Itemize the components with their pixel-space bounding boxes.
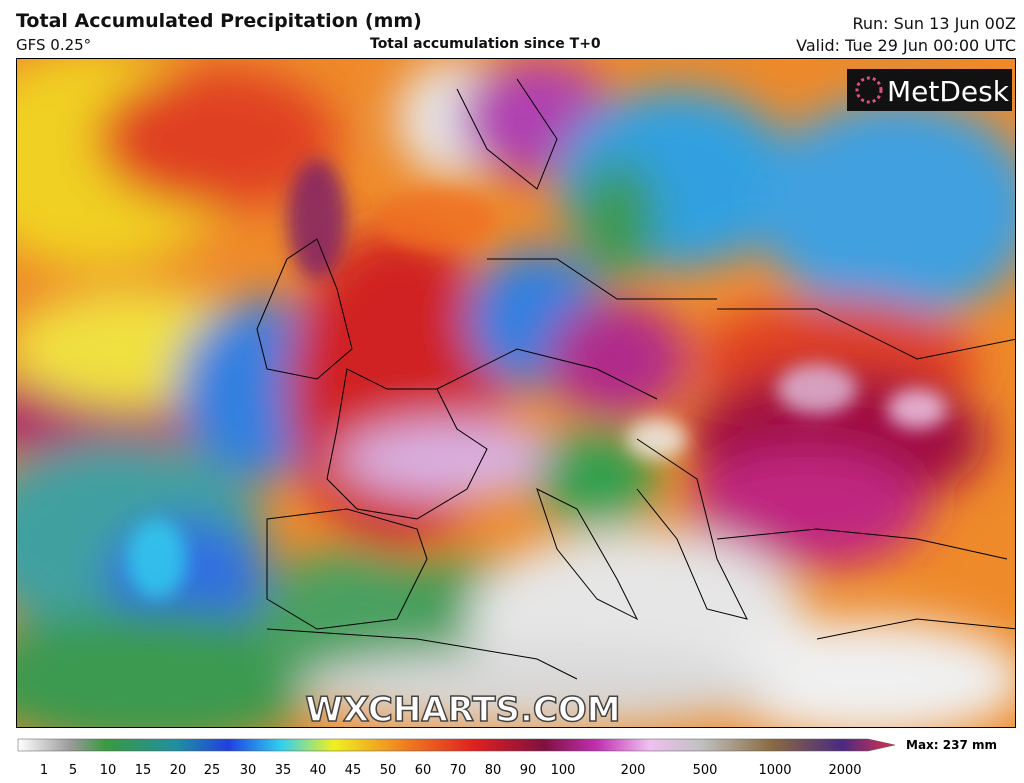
- legend-tick: 2000: [828, 763, 861, 778]
- title: Total Accumulated Precipitation (mm): [16, 10, 422, 32]
- legend-tick: 35: [275, 763, 292, 778]
- legend-tick: 15: [135, 763, 152, 778]
- legend-tick: 60: [415, 763, 432, 778]
- legend-tick: 100: [551, 763, 576, 778]
- run: Run: Sun 13 Jun 00Z: [852, 14, 1016, 33]
- legend-tick: 200: [621, 763, 646, 778]
- legend-tick: 10: [100, 763, 117, 778]
- legend-tick: 1000: [758, 763, 791, 778]
- legend-tick: 80: [485, 763, 502, 778]
- valid: Valid: Tue 29 Jun 00:00 UTC: [796, 36, 1016, 55]
- legend-tick: 5: [69, 763, 77, 778]
- legend-tick: 20: [170, 763, 187, 778]
- model: GFS 0.25°: [16, 36, 92, 54]
- legend-tick: 70: [450, 763, 467, 778]
- legend-tick: 30: [240, 763, 257, 778]
- legend-tick: 90: [520, 763, 537, 778]
- legend-tick: 500: [693, 763, 718, 778]
- subtitle: Total accumulation since T+0: [370, 36, 601, 52]
- legend-tick: 25: [204, 763, 221, 778]
- legend-tick: 45: [345, 763, 362, 778]
- legend-tick: 1: [40, 763, 48, 778]
- colorbar: Max: 237 mm 1 5 10 15 20 25 30 35 40 45 50 60 70 80 90…: [17, 738, 997, 778]
- logo: MetDesk: [887, 75, 1010, 108]
- legend-tick: 40: [310, 763, 327, 778]
- watermark: WXCHARTS.COM: [305, 690, 620, 728]
- legend-max: Max: 237 mm: [906, 738, 997, 752]
- legend-tick: 50: [380, 763, 397, 778]
- map: MetDesk WXCHARTS.COM: [16, 58, 1016, 728]
